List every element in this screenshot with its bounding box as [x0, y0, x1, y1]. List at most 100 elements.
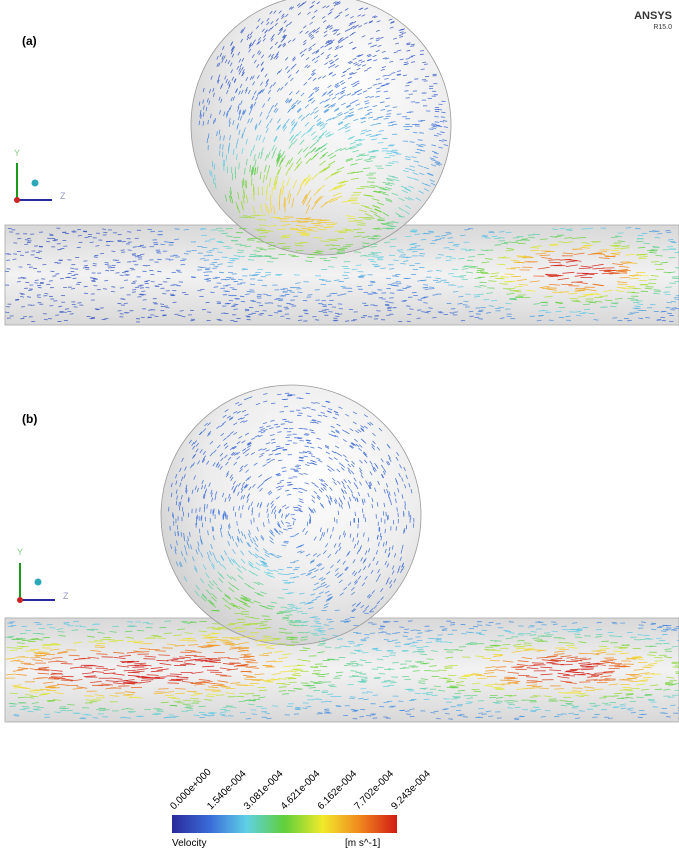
velocity-vector — [562, 630, 568, 631]
velocity-vector — [405, 644, 411, 645]
velocity-vector — [611, 696, 619, 697]
velocity-vector — [388, 163, 394, 164]
velocity-vector — [599, 698, 607, 699]
velocity-vector — [154, 244, 158, 245]
velocity-vector — [138, 257, 142, 258]
velocity-vector — [638, 717, 643, 718]
velocity-vector — [433, 639, 439, 640]
velocity-vector — [85, 267, 89, 268]
velocity-vector — [72, 231, 76, 232]
velocity-vector — [434, 117, 438, 118]
velocity-vector — [44, 319, 48, 320]
velocity-vector — [648, 283, 656, 284]
velocity-vector — [595, 297, 603, 298]
velocity-vector — [313, 690, 320, 691]
velocity-vector — [315, 300, 320, 301]
velocity-vector — [379, 674, 386, 675]
velocity-vector — [468, 257, 475, 258]
velocity-vector — [132, 254, 136, 255]
velocity-vector — [400, 255, 406, 256]
figure: ANSYS R15.0 (a) Y Z (b) Y Z Velocity [m … — [0, 0, 679, 850]
velocity-vector — [278, 598, 284, 599]
velocity-vector — [579, 268, 591, 269]
velocity-vector — [417, 310, 421, 311]
velocity-vector — [645, 646, 652, 647]
velocity-vector — [509, 298, 516, 299]
velocity-vector — [160, 244, 165, 245]
velocity-vector — [287, 482, 291, 483]
velocity-vector — [311, 223, 321, 224]
velocity-vector — [200, 229, 206, 230]
velocity-vector — [373, 648, 379, 649]
velocity-vector — [219, 640, 229, 641]
velocity-vector — [182, 316, 186, 317]
velocity-vector — [320, 634, 326, 635]
velocity-vector — [256, 248, 263, 249]
velocity-vector — [93, 279, 97, 280]
velocity-vector — [423, 285, 428, 286]
velocity-vector — [17, 646, 25, 647]
velocity-vector — [495, 245, 502, 246]
velocity-vector — [465, 250, 471, 251]
velocity-vector — [180, 501, 181, 505]
velocity-vector — [280, 672, 289, 673]
velocity-vector — [300, 441, 304, 442]
velocity-vector — [578, 693, 587, 694]
velocity-vector — [27, 238, 31, 239]
velocity-vector — [251, 520, 252, 525]
velocity-vector — [597, 622, 602, 623]
velocity-vector — [272, 706, 278, 707]
velocity-vector — [270, 258, 277, 259]
velocity-vector — [207, 281, 212, 282]
velocity-vector — [204, 279, 209, 280]
velocity-vector — [345, 321, 349, 322]
velocity-vector — [94, 255, 98, 256]
velocity-vector — [388, 125, 393, 126]
velocity-vector — [111, 287, 115, 288]
velocity-vector — [53, 240, 57, 241]
velocity-vector — [290, 562, 295, 563]
velocity-vector — [34, 283, 38, 284]
velocity-vector — [227, 303, 231, 304]
velocity-vector — [169, 260, 173, 261]
velocity-vector — [385, 165, 391, 166]
velocity-vector — [554, 689, 564, 690]
velocity-vector — [208, 134, 209, 139]
velocity-vector — [66, 650, 76, 651]
velocity-vector — [349, 643, 355, 644]
velocity-vector — [92, 629, 99, 630]
velocity-vector — [80, 627, 86, 628]
velocity-vector — [70, 268, 74, 269]
velocity-vector — [532, 663, 544, 664]
velocity-vector — [55, 315, 59, 316]
velocity-vector — [17, 282, 21, 283]
velocity-vector — [613, 245, 621, 246]
velocity-vector — [239, 163, 240, 170]
velocity-vector — [655, 238, 661, 239]
velocity-vector — [281, 424, 285, 425]
view-ball — [32, 180, 39, 187]
velocity-vector — [505, 631, 511, 632]
velocity-vector — [169, 680, 181, 681]
velocity-vector — [477, 625, 482, 626]
velocity-vector — [427, 659, 434, 660]
velocity-vector — [333, 636, 339, 637]
velocity-vector — [450, 258, 456, 259]
velocity-vector — [23, 278, 27, 279]
velocity-vector — [511, 268, 521, 269]
panel — [5, 0, 679, 325]
velocity-vector — [100, 253, 104, 254]
velocity-vector — [608, 718, 613, 719]
velocity-vector — [237, 252, 243, 253]
axis-label: Z — [60, 191, 66, 201]
velocity-vector — [620, 277, 630, 278]
velocity-vector — [403, 668, 410, 669]
velocity-vector — [282, 694, 289, 695]
velocity-vector — [324, 709, 329, 710]
velocity-vector — [177, 703, 185, 704]
velocity-vector — [125, 718, 131, 719]
velocity-vector — [590, 294, 599, 295]
velocity-vector — [428, 630, 433, 631]
velocity-vector — [147, 317, 151, 318]
velocity-vector — [14, 716, 20, 717]
